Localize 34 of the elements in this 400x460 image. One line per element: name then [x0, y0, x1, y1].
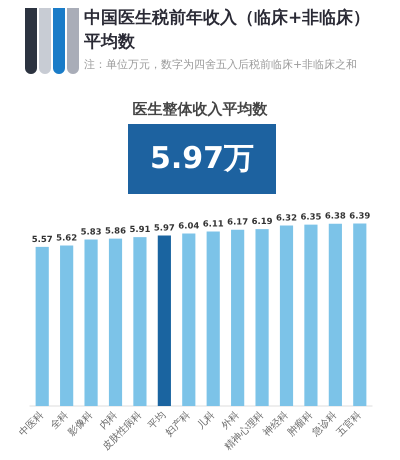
bar — [353, 223, 366, 406]
data-label: 6.32 — [276, 213, 298, 224]
data-label: 5.57 — [32, 234, 53, 245]
data-label: 5.62 — [56, 233, 78, 244]
text: 医生整体收入平均数 — [132, 100, 268, 119]
bar — [158, 235, 171, 406]
data-label: 6.19 — [252, 217, 273, 228]
bar — [255, 229, 269, 406]
bar — [206, 231, 220, 406]
bar — [182, 233, 196, 406]
chart-title: 中国医生税前年收入（临床+非临床）平均数 — [84, 7, 372, 54]
data-label: 5.97 — [154, 223, 175, 234]
bar — [36, 246, 49, 406]
bar — [231, 230, 244, 406]
data-label: 6.35 — [300, 212, 322, 223]
data-label: 6.38 — [324, 212, 346, 222]
data-label: 6.11 — [202, 219, 224, 230]
data-label: 6.17 — [227, 218, 248, 228]
bar — [328, 224, 342, 406]
data-label: 6.39 — [349, 211, 370, 222]
bar — [108, 238, 122, 406]
data-label: 5.86 — [105, 226, 126, 237]
bar — [304, 224, 318, 406]
bar — [84, 239, 98, 406]
bar — [133, 237, 147, 406]
data-label: 5.83 — [80, 227, 102, 238]
x-tick-label: 儿科 — [194, 408, 218, 432]
x-tick-label: 中医科 — [16, 408, 46, 439]
data-label: 6.04 — [178, 221, 200, 232]
text: 5.97万 — [128, 124, 276, 194]
data-label: 5.91 — [129, 225, 150, 236]
chart-subtitle: 注：单位万元，数字为四舍五入后税前临床+非临床之和 — [84, 57, 358, 73]
bar — [60, 245, 74, 406]
bar — [280, 225, 294, 406]
